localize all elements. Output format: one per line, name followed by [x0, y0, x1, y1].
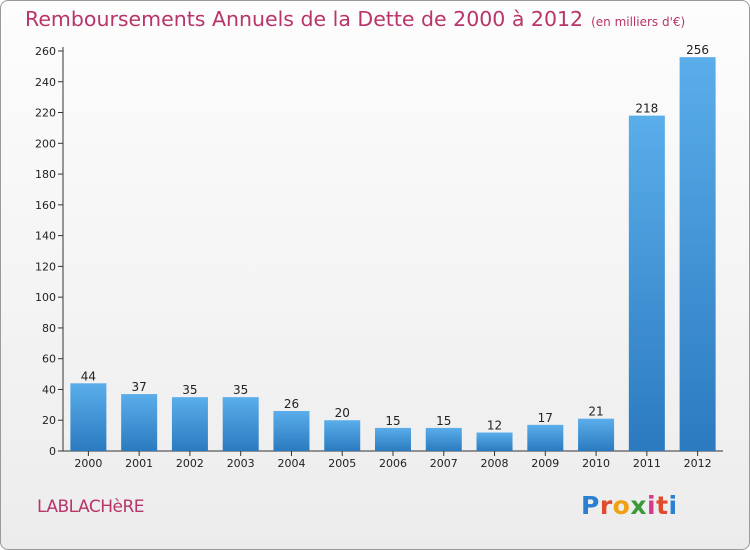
bar — [679, 57, 716, 452]
chart-bars — [70, 57, 716, 452]
logo-letter: o — [612, 491, 631, 520]
x-tick-label: 2011 — [633, 457, 661, 470]
data-label: 256 — [686, 43, 709, 57]
y-tick-label: 220 — [35, 107, 56, 120]
x-tick-label: 2010 — [582, 457, 610, 470]
data-label: 21 — [588, 405, 603, 419]
x-tick-label: 2003 — [227, 457, 255, 470]
x-tick-label: 2012 — [684, 457, 712, 470]
data-label: 26 — [284, 397, 299, 411]
y-tick-label: 180 — [35, 168, 56, 181]
data-label: 44 — [81, 369, 96, 383]
data-label: 35 — [233, 383, 248, 397]
bar — [375, 427, 411, 451]
y-tick-label: 80 — [42, 322, 56, 335]
y-tick-label: 0 — [49, 445, 56, 458]
bar — [70, 383, 107, 451]
logo-letter: i — [668, 491, 678, 520]
y-tick-label: 140 — [35, 230, 56, 243]
x-tick-label: 2005 — [328, 457, 356, 470]
y-tick-label: 40 — [42, 383, 56, 396]
bar — [324, 420, 361, 451]
bar — [121, 394, 158, 451]
logo-letter: i — [647, 491, 657, 520]
logo-letter: x — [630, 491, 647, 520]
commune-name: LABLACHèRE — [37, 497, 145, 517]
proxiti-logo: Proxiti — [581, 491, 678, 520]
data-label: 35 — [182, 383, 197, 397]
y-tick-label: 240 — [35, 76, 56, 89]
x-tick-label: 2004 — [277, 457, 305, 470]
data-label: 17 — [538, 411, 553, 425]
chart-title: Remboursements Annuels de la Dette de 20… — [25, 7, 685, 31]
x-tick-label: 2000 — [74, 457, 102, 470]
y-tick-label: 260 — [35, 45, 56, 58]
y-tick-label: 60 — [42, 353, 56, 366]
data-label: 20 — [335, 406, 350, 420]
x-tick-label: 2001 — [125, 457, 153, 470]
x-tick-label: 2007 — [430, 457, 458, 470]
chart-labels: 2000 44 2001 37 2002 35 2003 35 2004 26 2005 20 2006… — [74, 43, 711, 470]
bar — [425, 427, 462, 451]
bar — [171, 397, 208, 451]
x-tick-label: 2002 — [176, 457, 204, 470]
x-tick-label: 2008 — [481, 457, 509, 470]
y-tick-label: 200 — [35, 137, 56, 150]
bar — [222, 397, 259, 451]
logo-letter: r — [599, 491, 613, 520]
data-label: 218 — [635, 102, 658, 116]
data-label: 15 — [436, 414, 451, 428]
logo-letter: t — [656, 491, 669, 520]
bar — [273, 411, 310, 451]
x-tick-label: 2006 — [379, 457, 407, 470]
bar — [628, 115, 665, 451]
x-tick-label: 2009 — [531, 457, 559, 470]
logo-letter: P — [581, 491, 600, 520]
y-tick-label: 100 — [35, 291, 56, 304]
chart-subtitle: (en milliers d'€) — [591, 15, 686, 29]
y-tick-label: 160 — [35, 199, 56, 212]
data-label: 15 — [385, 414, 400, 428]
bar — [578, 418, 615, 451]
data-label: 37 — [132, 380, 147, 394]
bar — [476, 432, 513, 451]
data-label: 12 — [487, 419, 502, 433]
y-tick-label: 20 — [42, 414, 56, 427]
y-tick-label: 120 — [35, 260, 56, 273]
bar — [527, 424, 564, 451]
chart-title-text: Remboursements Annuels de la Dette de 20… — [25, 7, 584, 31]
